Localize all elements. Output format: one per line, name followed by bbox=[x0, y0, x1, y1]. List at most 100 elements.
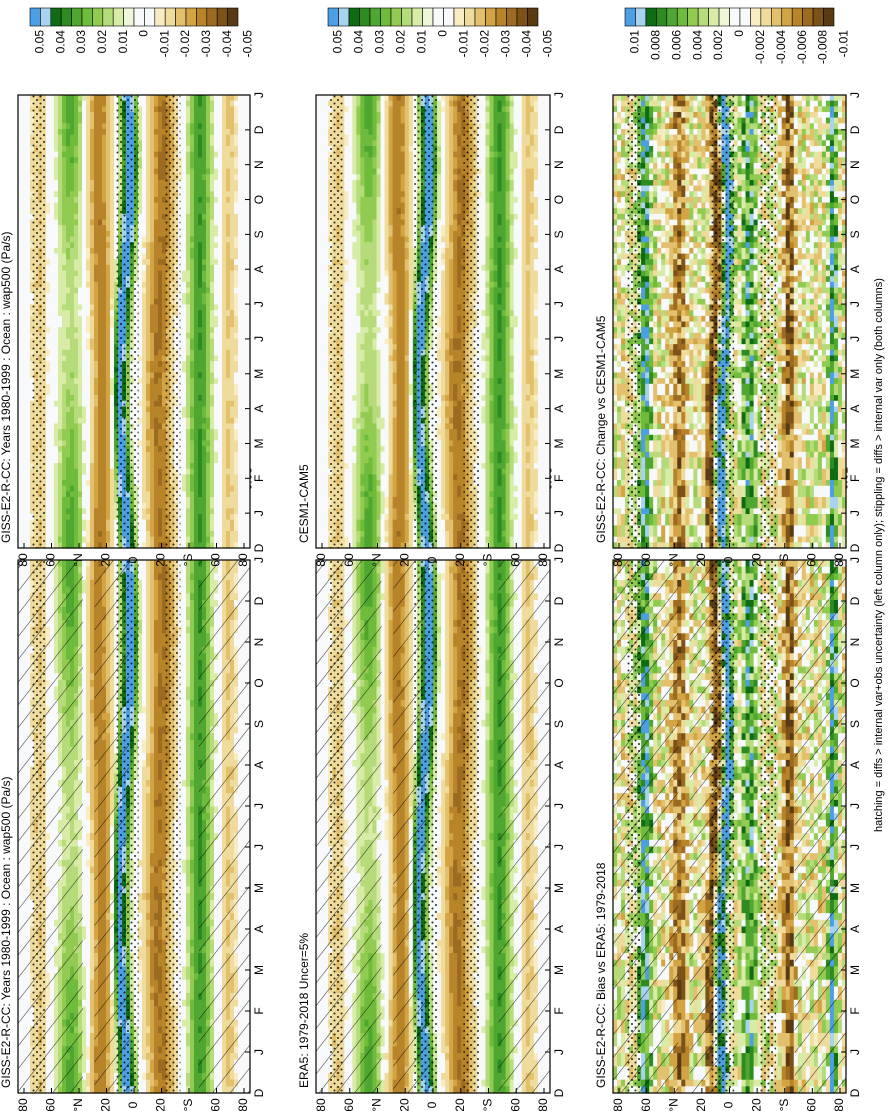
heatmap-cell bbox=[86, 766, 91, 774]
heatmap-cell bbox=[18, 344, 23, 351]
heatmap-cell bbox=[150, 1059, 155, 1067]
heatmap-cell bbox=[146, 986, 151, 994]
heatmap-cell bbox=[86, 779, 91, 788]
heatmap-cell bbox=[138, 833, 143, 841]
heatmap-cell bbox=[186, 913, 191, 921]
heatmap-cell bbox=[90, 1053, 95, 1061]
heatmap-cell bbox=[194, 746, 199, 754]
heatmap-cell bbox=[186, 959, 191, 968]
heatmap-cell bbox=[18, 242, 23, 249]
heatmap-cell bbox=[22, 372, 27, 379]
heatmap-cell bbox=[22, 457, 27, 464]
heatmap-cell bbox=[82, 1079, 87, 1087]
heatmap-cell bbox=[154, 926, 159, 934]
heatmap-cell bbox=[86, 786, 91, 794]
heatmap-cell bbox=[142, 586, 147, 594]
heatmap-cell bbox=[90, 939, 95, 948]
heatmap-cell bbox=[186, 999, 191, 1007]
heatmap-cell bbox=[158, 766, 163, 774]
heatmap-cell bbox=[142, 873, 147, 881]
heatmap-cell bbox=[26, 225, 31, 232]
heatmap-cell bbox=[22, 508, 27, 515]
heatmap-cell bbox=[158, 959, 163, 968]
heatmap-cell bbox=[22, 417, 27, 425]
heatmap-cell bbox=[26, 111, 31, 119]
heatmap-cell bbox=[154, 1073, 159, 1081]
heatmap-cell bbox=[150, 719, 155, 728]
heatmap-cell bbox=[158, 866, 163, 874]
heatmap-cell bbox=[90, 959, 95, 968]
heatmap-cell bbox=[150, 953, 155, 961]
heatmap-cell bbox=[194, 986, 199, 994]
heatmap-cell bbox=[146, 746, 151, 754]
heatmap-cell bbox=[186, 706, 191, 714]
heatmap-cell bbox=[146, 753, 151, 761]
heatmap-cell bbox=[194, 833, 199, 841]
heatmap-cell bbox=[190, 746, 195, 754]
heatmap-cell bbox=[154, 766, 159, 774]
heatmap-cell bbox=[142, 706, 147, 714]
heatmap-cell bbox=[86, 1026, 91, 1034]
heatmap-cell bbox=[158, 1019, 163, 1027]
heatmap-cell bbox=[186, 853, 191, 861]
heatmap-cell bbox=[138, 939, 143, 948]
heatmap-cell bbox=[86, 673, 91, 681]
heatmap-cell bbox=[150, 1026, 155, 1034]
heatmap-cell bbox=[190, 626, 195, 634]
heatmap-cell bbox=[154, 633, 159, 641]
heatmap-cell bbox=[82, 666, 87, 674]
heatmap-cell bbox=[182, 599, 187, 608]
heatmap-cell bbox=[158, 906, 163, 914]
heatmap-cell bbox=[90, 666, 95, 674]
heatmap-cell bbox=[154, 973, 159, 981]
heatmap-cell bbox=[26, 321, 31, 328]
heatmap-cell bbox=[154, 593, 159, 601]
heatmap-cell bbox=[182, 659, 187, 668]
heatmap-cell bbox=[138, 926, 143, 934]
heatmap-cell bbox=[142, 639, 147, 648]
heatmap-cell bbox=[182, 986, 187, 994]
heatmap-cell bbox=[186, 639, 191, 648]
heatmap-cell bbox=[86, 859, 91, 868]
heatmap-cell bbox=[22, 315, 27, 323]
heatmap-cell bbox=[26, 123, 31, 130]
heatmap-cell bbox=[150, 1006, 155, 1014]
lat-label: 20 bbox=[99, 1098, 113, 1111]
heatmap-cell bbox=[90, 1059, 95, 1067]
heatmap-cell bbox=[186, 1053, 191, 1061]
heatmap-cell bbox=[142, 819, 147, 828]
heatmap-cell bbox=[142, 659, 147, 668]
heatmap-cell bbox=[146, 953, 151, 961]
heatmap-cell bbox=[146, 593, 151, 601]
heatmap-cell bbox=[194, 773, 199, 781]
heatmap-cell bbox=[150, 846, 155, 854]
heatmap-cell bbox=[86, 1013, 91, 1021]
heatmap-cell bbox=[190, 993, 195, 1001]
heatmap-cell bbox=[182, 906, 187, 914]
heatmap-cell bbox=[86, 933, 91, 941]
heatmap-cell bbox=[190, 679, 195, 688]
heatmap-cell bbox=[150, 613, 155, 621]
heatmap-cell bbox=[22, 332, 27, 340]
heatmap-cell bbox=[142, 966, 147, 974]
heatmap-cell bbox=[138, 653, 143, 661]
heatmap-cell bbox=[182, 679, 187, 688]
heatmap-cell bbox=[194, 706, 199, 714]
heatmap-cell bbox=[158, 786, 163, 794]
heatmap-cell bbox=[26, 451, 31, 458]
heatmap-cell bbox=[150, 913, 155, 921]
heatmap-cell bbox=[22, 451, 27, 458]
heatmap-cell bbox=[82, 726, 87, 734]
heatmap-cell bbox=[150, 693, 155, 701]
heatmap-cell bbox=[142, 1073, 147, 1081]
heatmap-cell bbox=[138, 1073, 143, 1081]
heatmap-cell bbox=[142, 746, 147, 754]
heatmap-cell bbox=[186, 626, 191, 634]
heatmap-cell bbox=[90, 779, 95, 788]
heatmap-cell bbox=[190, 739, 195, 748]
heatmap-cell bbox=[154, 833, 159, 841]
heatmap-cell bbox=[18, 276, 23, 283]
heatmap-cell bbox=[194, 839, 199, 848]
stippling-overlay bbox=[115, 560, 139, 1093]
heatmap-cell bbox=[18, 514, 23, 521]
